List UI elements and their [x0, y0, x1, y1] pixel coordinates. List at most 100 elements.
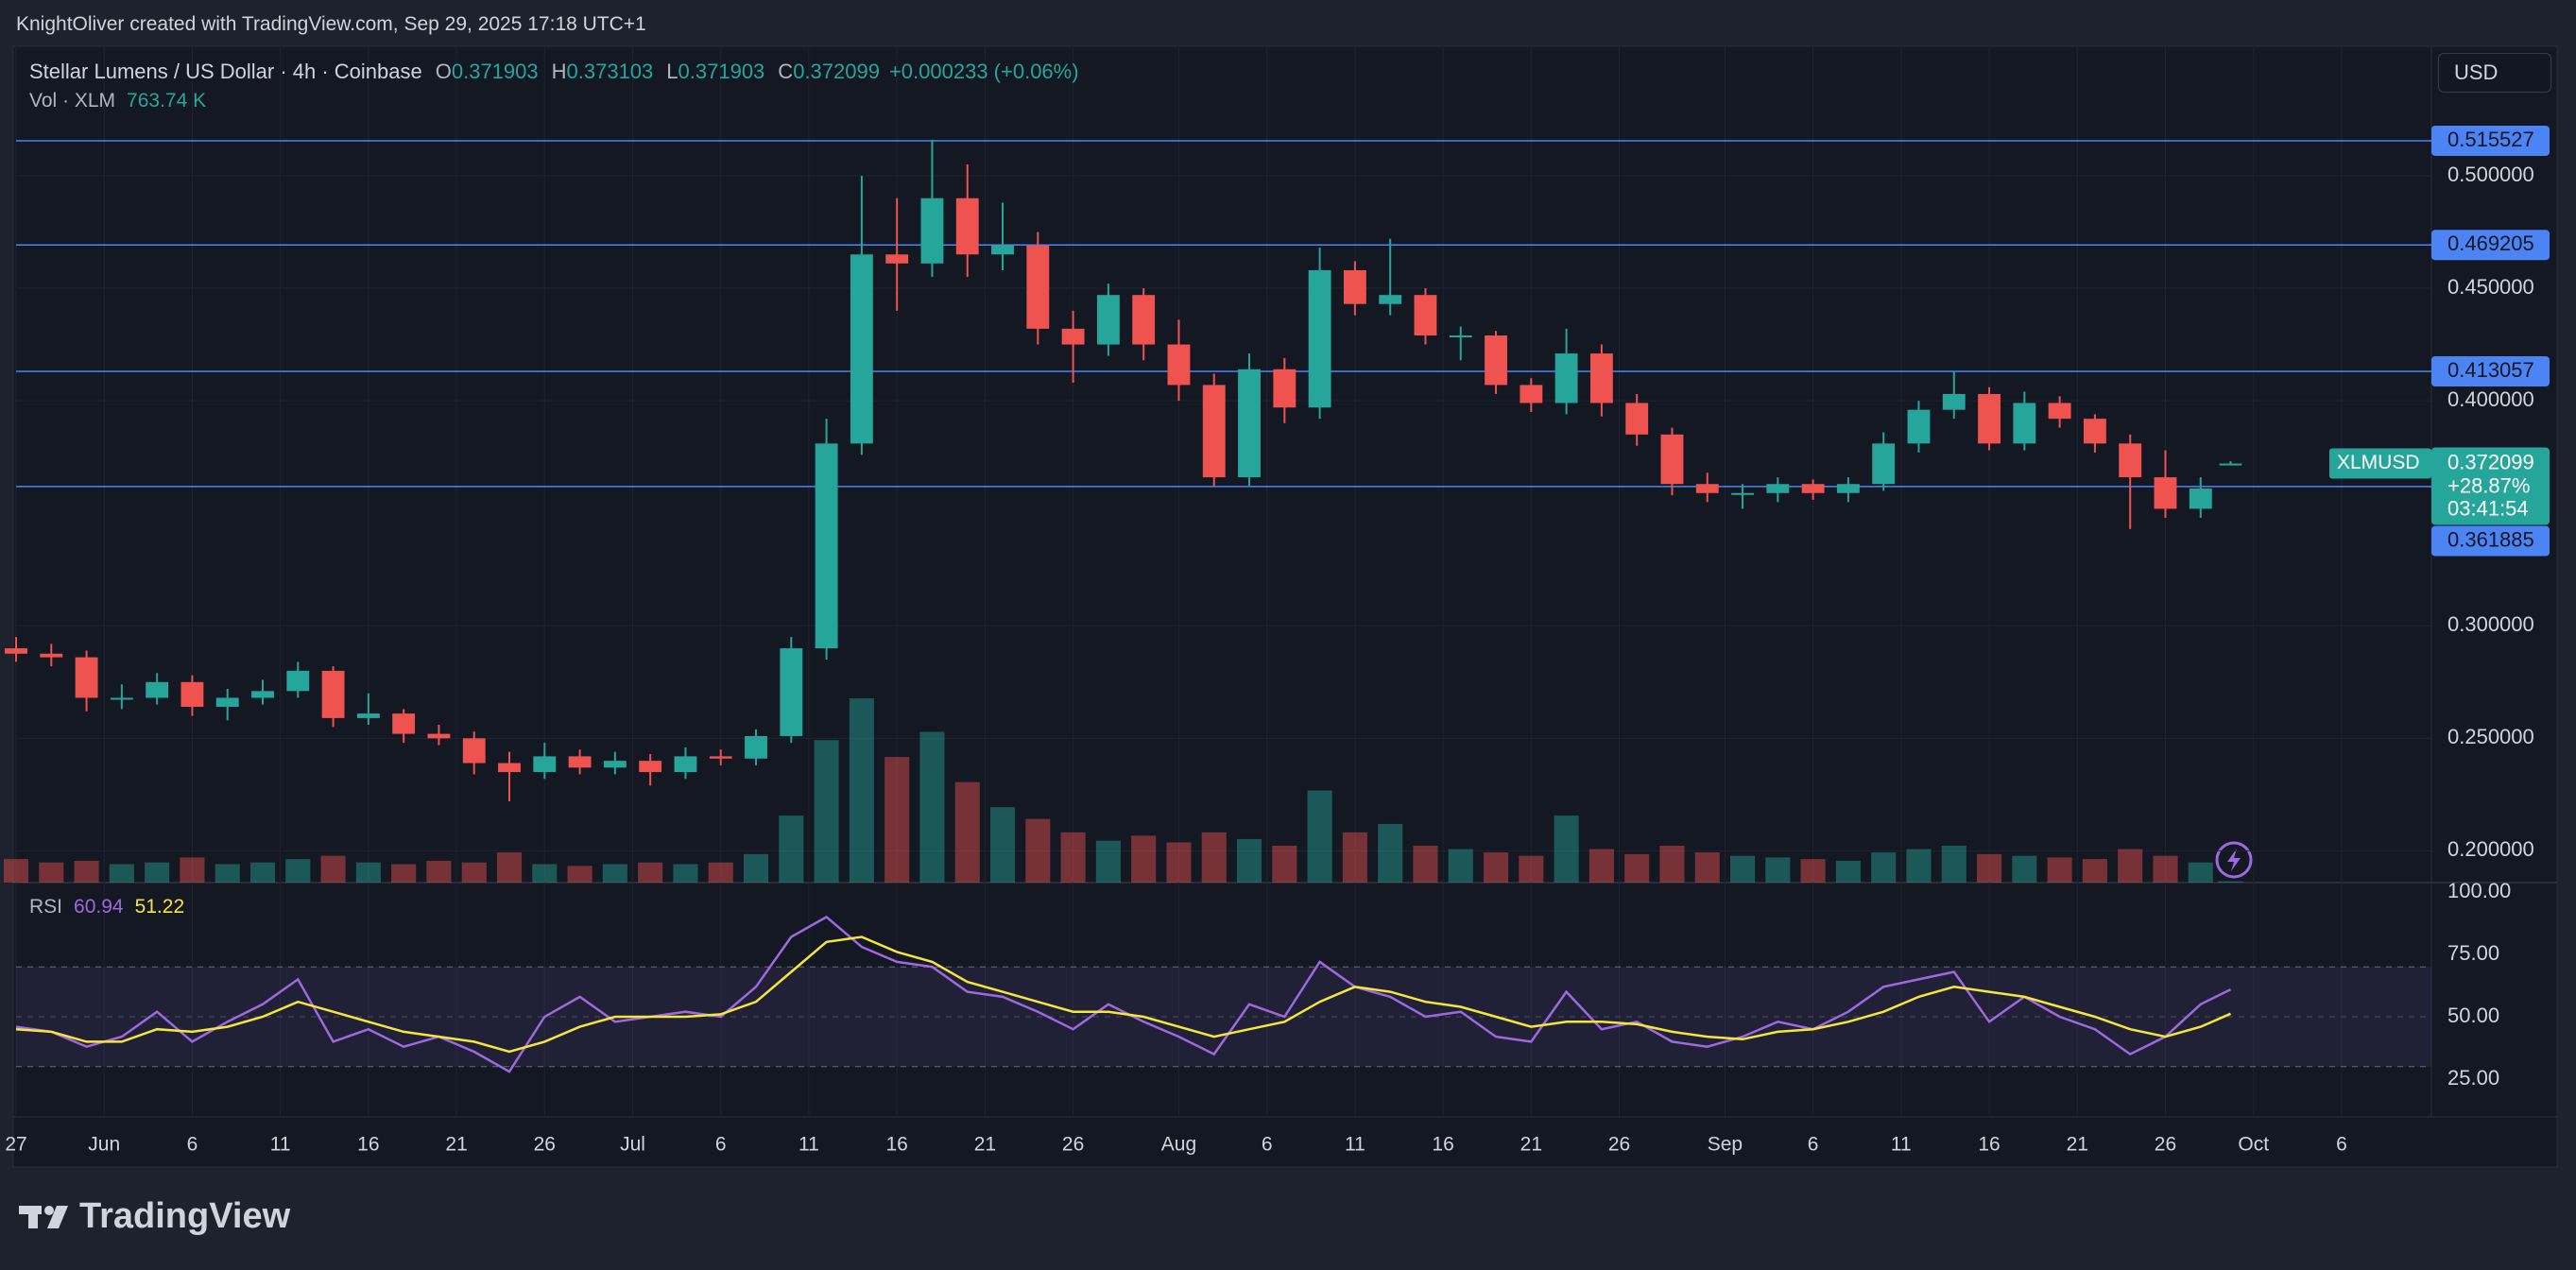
x-tick-label: 21 [2067, 1134, 2088, 1156]
symbol-box [2329, 448, 2431, 479]
candle-body [1589, 353, 1613, 403]
volume-bar [884, 757, 910, 883]
ohlc-label: H [551, 60, 567, 83]
volume-value: 763.74 K [127, 90, 207, 112]
volume-bar [1236, 838, 1262, 883]
candle-body [498, 763, 521, 773]
ohlc-label: C [778, 60, 794, 83]
x-tick-label: 11 [1891, 1134, 1912, 1156]
rsi-value: 51.22 [134, 896, 185, 918]
candle-body [75, 657, 98, 698]
candle-body [2219, 463, 2242, 466]
candle-body [1308, 269, 1331, 408]
volume-bar [638, 862, 663, 883]
x-tick-label: 26 [1062, 1134, 1084, 1156]
rsi-line [15, 935, 2231, 1054]
x-tick-label: 21 [974, 1134, 996, 1156]
candle-body [392, 713, 416, 734]
candle-body [1801, 484, 1825, 493]
x-tick-label: Aug [1161, 1134, 1196, 1156]
volume-bar [1166, 842, 1192, 883]
candle-body [286, 670, 310, 692]
last-price-box [2431, 447, 2550, 525]
candle-body [1942, 393, 1966, 410]
currency-button[interactable]: USD [2438, 53, 2551, 93]
candle-body [251, 691, 274, 698]
candle-body [1766, 484, 1790, 493]
candle-body [1238, 369, 1261, 478]
volume-bar [919, 731, 945, 883]
volume-bar [567, 866, 592, 883]
volume-bar [1765, 857, 1791, 883]
volume-bar [1342, 832, 1367, 883]
volume-bar [1378, 823, 1403, 883]
x-tick-label: Oct [2238, 1134, 2269, 1156]
x-tick-label: 26 [534, 1134, 556, 1156]
volume-bar [249, 862, 276, 883]
x-tick-label: 6 [1262, 1134, 1273, 1156]
candle-body [462, 738, 486, 764]
candle-body [850, 254, 873, 444]
volume-bar [779, 815, 804, 883]
ohlc-value: 0.371903 [678, 60, 765, 83]
candle-body [427, 733, 451, 739]
ohlc-value: 0.373103 [566, 60, 654, 83]
volume-bar [814, 740, 839, 883]
volume-bar [1624, 853, 1650, 883]
candle-body [1167, 344, 1191, 386]
candle-body [780, 648, 803, 736]
volume-legend: Vol · XLM 763.74 K [29, 90, 206, 112]
volume-bar [1307, 790, 1332, 883]
volume-bar [743, 853, 769, 883]
x-tick-label: 6 [1808, 1134, 1819, 1156]
volume-bar [2218, 881, 2243, 883]
volume-bar [320, 855, 346, 883]
volume-bar [602, 864, 627, 883]
volume-title: Vol · XLM [29, 90, 116, 112]
candle-body [1520, 385, 1543, 403]
volume-bar [2082, 859, 2107, 883]
rsi-tick-label: 100.00 [2447, 879, 2511, 902]
symbol-label: XLMUSD [2337, 452, 2420, 473]
level-label-box [2431, 356, 2550, 387]
candle-body [2189, 488, 2212, 509]
candle-body [2119, 443, 2142, 478]
y-tick-label: 0.450000 [2447, 275, 2534, 299]
volume-bar [2153, 855, 2178, 883]
volume-bar [2118, 849, 2143, 883]
countdown: 03:41:54 [2447, 496, 2529, 520]
volume-bar [673, 864, 698, 883]
candle-body [955, 197, 979, 255]
volume-bar [109, 864, 134, 883]
ohlc-value: 0.372099 [793, 60, 880, 83]
x-tick-label: Sep [1708, 1134, 1743, 1156]
volume-bar [1448, 849, 1473, 883]
x-tick-label: 26 [1608, 1134, 1630, 1156]
volume-bar [1095, 840, 1121, 883]
volume-bar [2188, 862, 2213, 883]
rsi-legend: RSI 60.94 51.22 [29, 896, 184, 918]
candle-body [1695, 484, 1719, 493]
last-price: 0.372099 [2447, 450, 2534, 473]
candle-body [709, 756, 732, 759]
volume-bar [1025, 818, 1051, 883]
candle-body [1343, 269, 1366, 304]
volume-bar [355, 862, 381, 883]
volume-bar [1131, 835, 1157, 883]
last-change: +28.87% [2447, 473, 2530, 497]
candle-body [1202, 385, 1226, 478]
candle-body [1731, 492, 1754, 495]
x-tick-label: 11 [799, 1134, 819, 1156]
y-tick-label: 0.500000 [2447, 163, 2534, 186]
rsi-line [15, 915, 2232, 1073]
level-label-box [2431, 525, 2550, 557]
volume-bar [954, 781, 980, 883]
candle-body [110, 697, 133, 700]
x-tick-label: 6 [715, 1134, 727, 1156]
volume-bar [1871, 852, 1897, 883]
footer-logo: TradingView [79, 1196, 291, 1236]
volume-bar [39, 862, 64, 883]
volume-bar [1977, 853, 2002, 883]
candle-body [1907, 409, 1931, 444]
